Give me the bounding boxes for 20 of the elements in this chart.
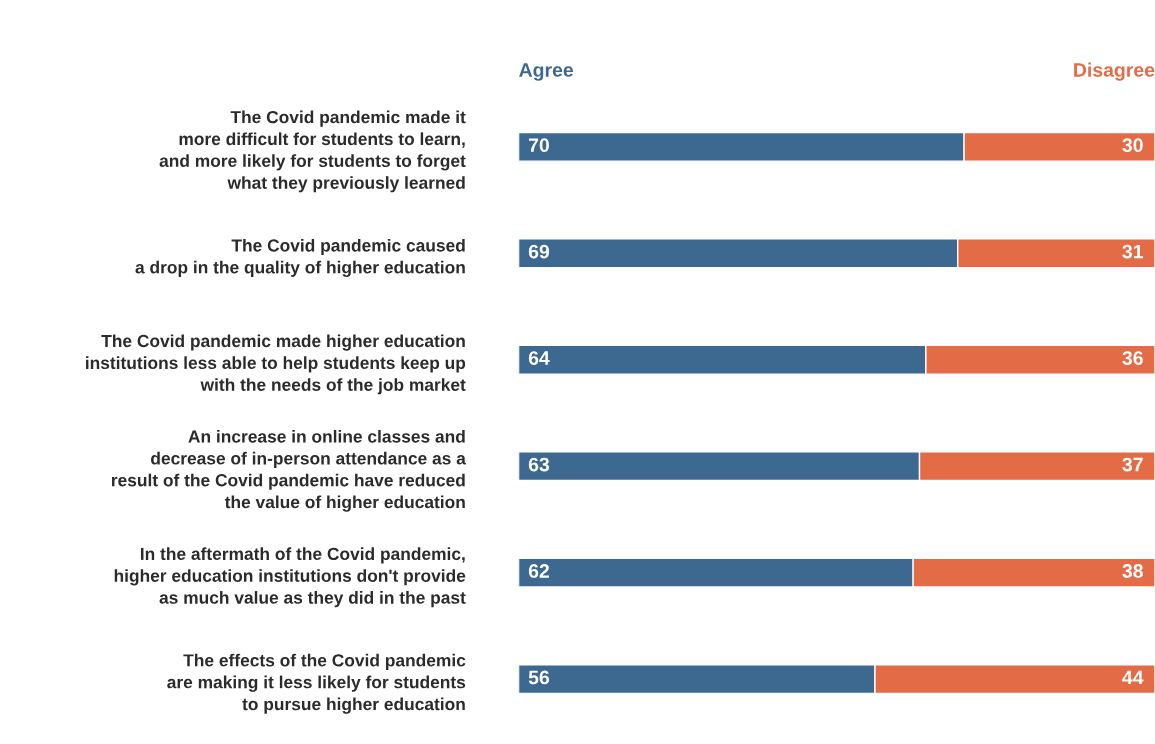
y-tick-label: An increase in online classes and decrease of in-person attendance as a result of the Covid pandemic have reduced the value of higher education [111, 429, 466, 512]
y-tick-label: The effects of the Covid pandemic are making it less likely for students to pursue higher education [167, 653, 466, 714]
y-tick-label: In the aftermath of the Covid pandemic, higher education institutions don't provide as much value as they did in the past [114, 547, 466, 608]
data-label: 69 [528, 244, 550, 259]
data-label: 56 [528, 670, 550, 685]
data-label: 31 [1122, 244, 1144, 259]
y-tick-label: The Covid pandemic caused a drop in the quality of higher education [135, 238, 465, 277]
y-tick-label: The Covid pandemic made higher education institutions less able to help students keep up with the needs of the job market [86, 334, 466, 395]
data-label: 38 [1122, 564, 1143, 578]
data-label: 64 [528, 351, 550, 365]
data-label: 37 [1122, 457, 1143, 472]
data-label: 44 [1122, 670, 1144, 685]
data-label: 62 [528, 564, 549, 578]
y-tick-label: The Covid pandemic made it more difficult for students to learn, and more likely for students to forget what they previously learned [159, 110, 466, 193]
data-label: 63 [528, 457, 550, 472]
data-label: 36 [1122, 351, 1143, 365]
text: Agree [519, 63, 574, 81]
data-label: 70 [528, 138, 549, 153]
data-label: 30 [1122, 138, 1143, 153]
text: Disagree [1074, 62, 1155, 81]
